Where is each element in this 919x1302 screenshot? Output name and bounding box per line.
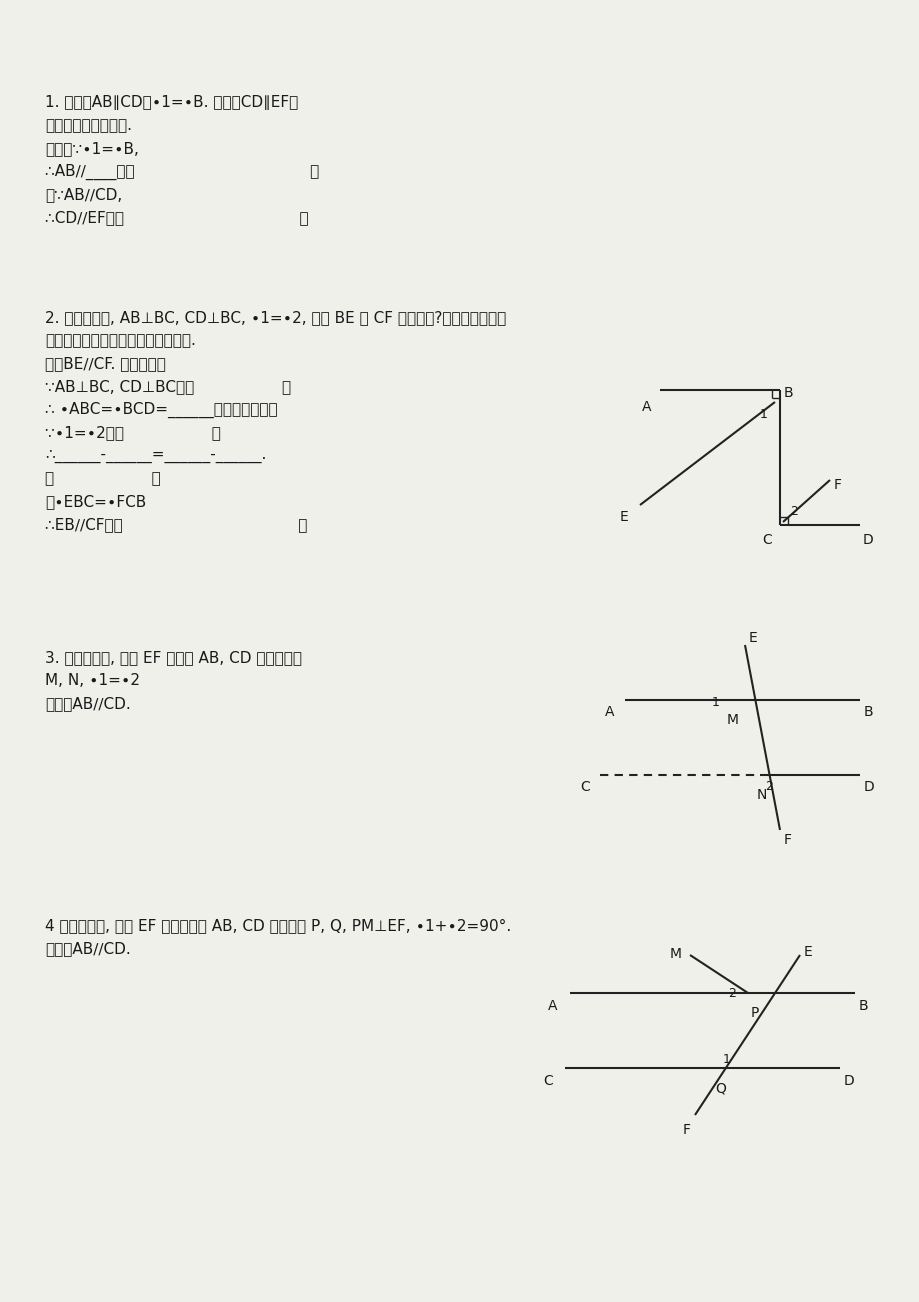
- Text: N: N: [756, 788, 766, 802]
- Text: A: A: [641, 400, 651, 414]
- Text: 又∵AB∕∕CD,: 又∵AB∕∕CD,: [45, 187, 122, 202]
- Text: ∴CD∕∕EF．（                                    ）: ∴CD∕∕EF．（ ）: [45, 210, 308, 225]
- Text: ∵∙1=∙2，（                  ）: ∵∙1=∙2，（ ）: [45, 424, 221, 440]
- Text: 1: 1: [759, 408, 767, 421]
- Text: C: C: [579, 780, 589, 794]
- Text: ∴EB∕∕CF．（                                    ）: ∴EB∕∕CF．（ ）: [45, 517, 307, 533]
- Text: 1: 1: [722, 1053, 730, 1066]
- Text: F: F: [834, 478, 841, 492]
- Text: E: E: [619, 510, 628, 523]
- Text: M: M: [669, 947, 681, 961]
- Text: ∵AB⊥BC, CD⊥BC，（                  ）: ∵AB⊥BC, CD⊥BC，（ ）: [45, 379, 290, 395]
- Text: F: F: [682, 1124, 690, 1137]
- Text: 求证：AB∕∕CD.: 求证：AB∕∕CD.: [45, 941, 130, 956]
- Text: 即∙EBC=∙FCB: 即∙EBC=∙FCB: [45, 493, 146, 509]
- Text: E: E: [748, 631, 757, 644]
- Text: 证明：∵∙1=∙B,: 证明：∵∙1=∙B,: [45, 141, 139, 156]
- Text: 2: 2: [727, 987, 735, 1000]
- Text: A: A: [605, 704, 614, 719]
- Text: D: D: [863, 780, 874, 794]
- Text: ∴______-______=______-______.: ∴______-______=______-______.: [45, 448, 267, 464]
- Text: 3. 已知：如图, 直线 EF 与直线 AB, CD 分别交于点: 3. 已知：如图, 直线 EF 与直线 AB, CD 分别交于点: [45, 650, 301, 665]
- Text: 请补全下面证明过程.: 请补全下面证明过程.: [45, 118, 131, 133]
- Text: P: P: [750, 1006, 758, 1019]
- Text: 4 已知：如图, 直线 EF 分别与直线 AB, CD 相交于点 P, Q, PM⊥EF, ∙1+∙2=90°.: 4 已知：如图, 直线 EF 分别与直线 AB, CD 相交于点 P, Q, P…: [45, 918, 511, 934]
- Text: D: D: [862, 533, 873, 547]
- Text: 求证：AB∕∕CD.: 求证：AB∕∕CD.: [45, 697, 130, 711]
- Text: F: F: [783, 833, 791, 848]
- Text: M, N, ∙1=∙2: M, N, ∙1=∙2: [45, 673, 140, 687]
- Text: 2: 2: [789, 505, 797, 518]
- Text: Q: Q: [714, 1081, 725, 1095]
- Text: ∴ ∙ABC=∙BCD=______，（垂直定义）: ∴ ∙ABC=∙BCD=______，（垂直定义）: [45, 402, 278, 418]
- Text: 2: 2: [765, 780, 772, 793]
- Text: B: B: [783, 385, 793, 400]
- Text: B: B: [858, 999, 868, 1013]
- Text: （                    ）: （ ）: [45, 471, 161, 486]
- Text: E: E: [803, 945, 811, 960]
- Text: 2. 已知：如图, AB⊥BC, CD⊥BC, ∙1=∙2, 那么 BE 和 CF 是否平行?请补全下面的说: 2. 已知：如图, AB⊥BC, CD⊥BC, ∙1=∙2, 那么 BE 和 C…: [45, 310, 505, 326]
- Text: D: D: [843, 1074, 854, 1088]
- Text: A: A: [548, 999, 557, 1013]
- Text: 1. 已知：AB∥CD，∙1=∙B. 求证：CD∥EF。: 1. 已知：AB∥CD，∙1=∙B. 求证：CD∥EF。: [45, 95, 298, 109]
- Text: 解：BE∕∕CF. 理由如下：: 解：BE∕∕CF. 理由如下：: [45, 355, 165, 371]
- Text: 1: 1: [711, 697, 719, 710]
- Text: C: C: [761, 533, 771, 547]
- Text: ∴AB∕∕____．（                                    ）: ∴AB∕∕____．（ ）: [45, 164, 319, 180]
- Text: M: M: [726, 713, 738, 727]
- Text: C: C: [542, 1074, 552, 1088]
- Text: B: B: [863, 704, 873, 719]
- Text: 理过程，并在括号内填上适当的理由.: 理过程，并在括号内填上适当的理由.: [45, 333, 196, 348]
